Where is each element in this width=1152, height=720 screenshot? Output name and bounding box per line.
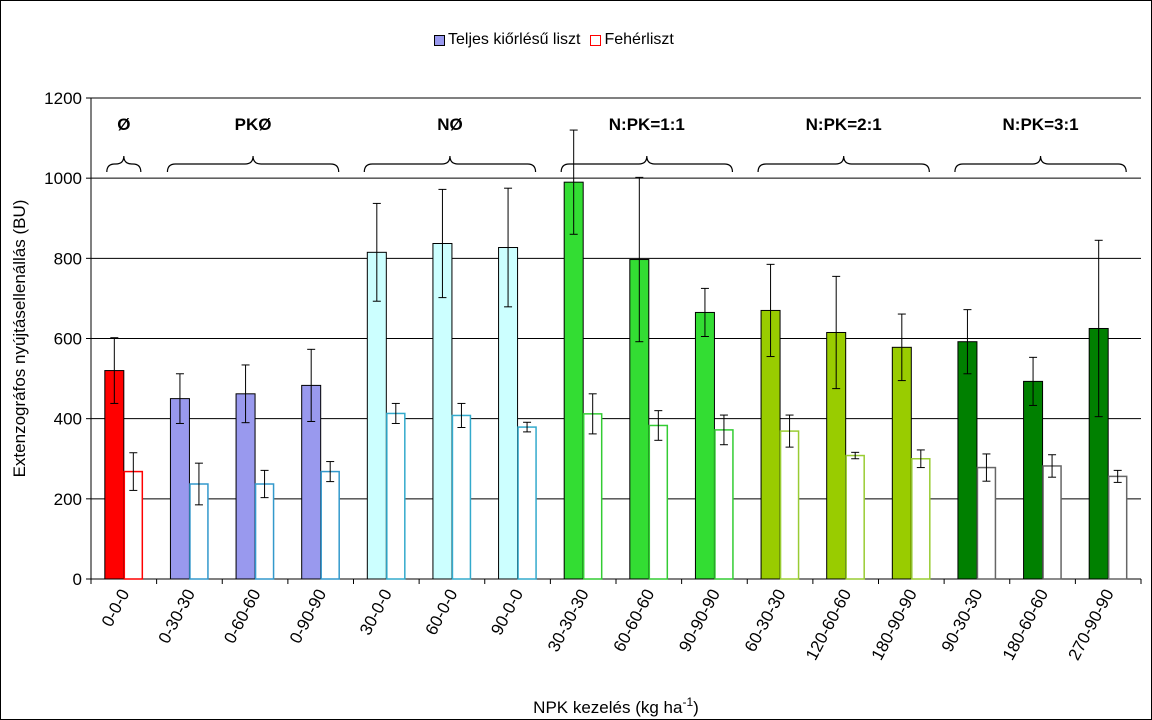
- bar-whole-flour: [169, 398, 190, 580]
- y-tick-label: 600: [54, 330, 82, 349]
- group-brace: [954, 155, 1127, 173]
- bar-white-flour: [254, 483, 275, 580]
- legend: Teljes kiőrlésű liszt Fehérliszt: [434, 31, 674, 49]
- bar-white-flour: [1107, 475, 1128, 580]
- x-tick-label: 180-90-90: [868, 586, 921, 663]
- x-tick-label: 60-60-60: [610, 586, 659, 655]
- bar-whole-flour: [1023, 380, 1044, 580]
- x-tick-label: 0-0-0: [98, 586, 133, 630]
- x-tick-label: 270-90-90: [1065, 586, 1118, 663]
- y-axis-title: Extenzográfos nyújtásellenállás (BU): [10, 200, 29, 478]
- group-brace: [166, 155, 340, 173]
- x-tick-label: 0-30-30: [155, 586, 199, 647]
- bar-white-flour: [779, 430, 800, 580]
- x-tick-label: 120-60-60: [802, 586, 855, 663]
- x-tick-label: 30-30-30: [544, 586, 593, 655]
- x-tick-label: 90-0-0: [487, 586, 527, 638]
- y-tick-label: 1000: [44, 169, 82, 188]
- bar-white-flour: [451, 414, 472, 580]
- y-tick-label: 800: [54, 249, 82, 268]
- group-brace: [757, 155, 930, 173]
- x-tick-label: 90-90-90: [675, 586, 724, 655]
- x-tick-label: 60-0-0: [422, 586, 462, 638]
- bar-whole-flour: [694, 311, 715, 580]
- bar-white-flour: [648, 424, 669, 580]
- x-tick-label: 0-90-90: [286, 586, 330, 647]
- bar-whole-flour: [563, 181, 584, 580]
- y-tick-label: 200: [54, 490, 82, 509]
- group-label: N:PK=3:1: [1003, 115, 1079, 134]
- group-label: NØ: [437, 115, 463, 134]
- legend-swatch-white: [590, 34, 602, 46]
- bar-whole-flour: [957, 341, 978, 580]
- group-label: N:PK=2:1: [806, 115, 882, 134]
- group-label: PKØ: [235, 115, 272, 134]
- bar-whole-flour: [891, 346, 912, 580]
- legend-item-white: Fehérliszt: [590, 31, 674, 49]
- group-label: Ø: [117, 115, 130, 134]
- bar-white-flour: [517, 426, 537, 580]
- bar-white-flour: [386, 412, 406, 580]
- x-axis-title: NPK kezelés (kg ha-1): [533, 695, 699, 717]
- bar-white-flour: [320, 470, 340, 580]
- x-tick-label: 180-60-60: [999, 586, 1052, 663]
- x-axis-title-close: ): [693, 698, 699, 717]
- y-tick-label: 1200: [44, 89, 82, 108]
- bar-white-flour: [714, 429, 734, 580]
- legend-label-whole: Teljes kiőrlésű liszt: [448, 31, 581, 48]
- y-tick-label: 400: [54, 410, 82, 429]
- bar-white-flour: [1042, 465, 1062, 580]
- x-tick-label: 90-30-30: [938, 586, 987, 655]
- x-axis-title-main: NPK kezelés (kg ha: [533, 698, 683, 717]
- legend-label-white: Fehérliszt: [604, 31, 674, 48]
- group-brace: [106, 155, 142, 173]
- bar-white-flour: [845, 454, 865, 580]
- legend-item-whole: Teljes kiőrlésű liszt: [434, 31, 580, 49]
- x-axis-title-sup: -1: [682, 695, 693, 709]
- group-brace: [560, 155, 734, 173]
- group-brace: [363, 155, 537, 173]
- bar-white-flour: [911, 458, 931, 580]
- y-tick-label: 0: [73, 570, 82, 589]
- bar-white-flour: [582, 413, 603, 580]
- bar-white-flour: [976, 466, 997, 580]
- legend-swatch-whole: [434, 34, 445, 46]
- x-tick-label: 60-30-30: [741, 586, 790, 655]
- x-tick-label: 30-0-0: [356, 586, 396, 638]
- group-label: N:PK=1:1: [609, 115, 685, 134]
- x-tick-label: 0-60-60: [220, 586, 264, 647]
